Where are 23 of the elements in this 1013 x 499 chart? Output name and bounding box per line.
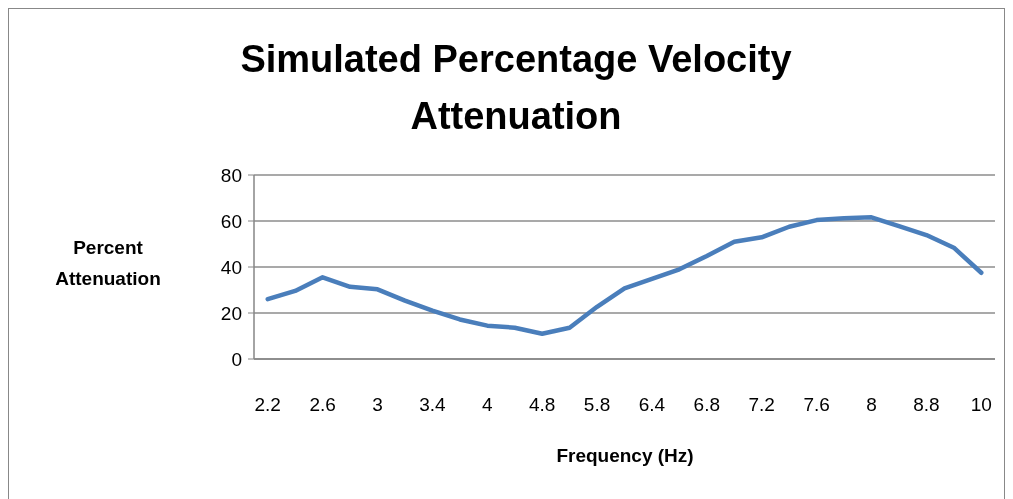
chart-title: Simulated Percentage Velocity Attenuation [240, 38, 792, 137]
x-tick-label: 5.8 [583, 394, 611, 415]
x-tick-label: 6.4 [638, 394, 666, 415]
y-tick-label: 0 [231, 348, 242, 370]
x-tick-label: 8 [866, 394, 877, 415]
x-tick-label: 10 [970, 394, 992, 415]
x-tick-label: 3 [372, 394, 383, 415]
x-tick-label: 2.6 [309, 394, 336, 415]
x-tick-label: 7.2 [748, 394, 775, 415]
y-tick-label: 40 [220, 256, 242, 278]
x-axis-title: Frequency (Hz) [556, 445, 694, 466]
x-tick-label: 3.4 [419, 394, 447, 415]
x-tick-label: 4 [481, 394, 493, 415]
y-axis-title: Percent Attenuation [55, 237, 161, 289]
line-series [265, 215, 984, 336]
y-tick-label: 80 [220, 164, 242, 186]
x-tick-label: 2.2 [254, 394, 281, 415]
x-tick-label: 8.8 [913, 394, 940, 415]
x-tick-label: 7.6 [803, 394, 830, 415]
x-tick-label: 4.8 [528, 394, 556, 415]
y-tick-label: 60 [220, 210, 242, 232]
y-tick-label: 20 [220, 302, 242, 324]
x-tick-label: 6.8 [693, 394, 721, 415]
